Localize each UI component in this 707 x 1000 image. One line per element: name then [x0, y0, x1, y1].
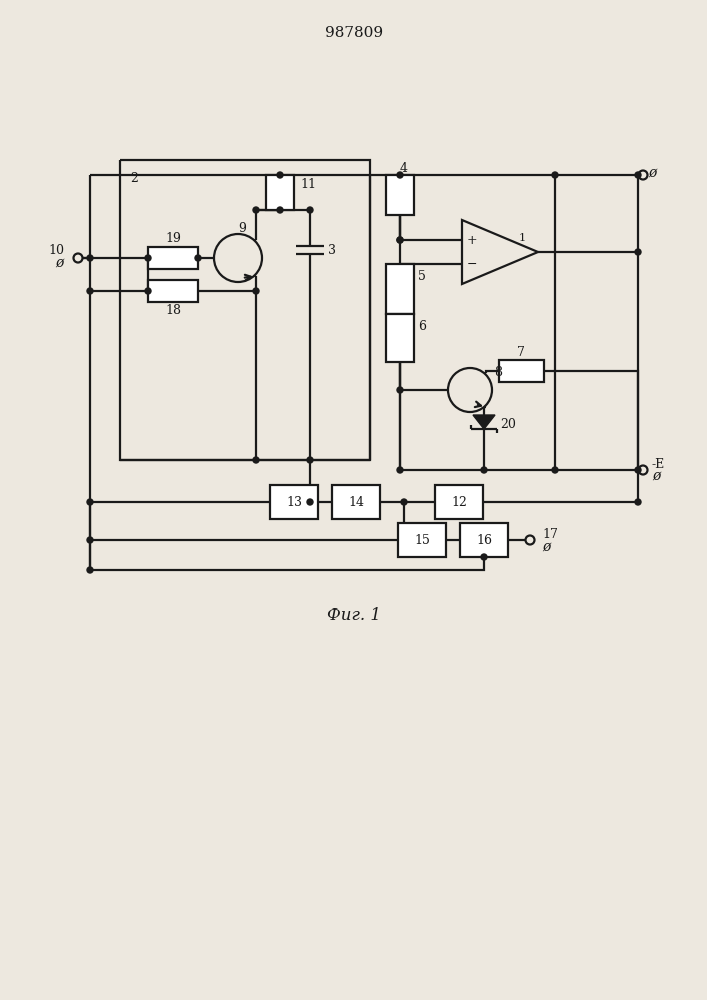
Text: 11: 11 [300, 178, 316, 192]
Bar [386, 175, 414, 215]
Circle shape [87, 499, 93, 505]
Text: ø: ø [542, 540, 550, 554]
Text: 19: 19 [165, 232, 181, 244]
Text: 7: 7 [517, 346, 525, 359]
Bar [148, 280, 198, 302]
Text: 16: 16 [476, 534, 492, 546]
Circle shape [481, 467, 487, 473]
Circle shape [481, 554, 487, 560]
Circle shape [307, 457, 313, 463]
Circle shape [635, 249, 641, 255]
Circle shape [307, 499, 313, 505]
Text: 8: 8 [494, 365, 502, 378]
Bar [499, 360, 544, 382]
Text: 10: 10 [48, 243, 64, 256]
Bar [460, 523, 508, 557]
Circle shape [195, 255, 201, 261]
Text: 13: 13 [286, 495, 302, 508]
Text: -E: -E [652, 458, 665, 471]
Text: 2: 2 [130, 172, 138, 185]
Text: 4: 4 [400, 161, 408, 174]
Text: Фиг. 1: Фиг. 1 [327, 606, 381, 624]
Circle shape [397, 387, 403, 393]
Bar [386, 264, 414, 314]
Circle shape [145, 288, 151, 294]
Circle shape [277, 172, 283, 178]
Text: 12: 12 [451, 495, 467, 508]
Circle shape [277, 207, 283, 213]
Text: 6: 6 [418, 320, 426, 332]
Circle shape [214, 234, 262, 282]
Circle shape [253, 288, 259, 294]
Circle shape [87, 537, 93, 543]
Circle shape [87, 567, 93, 573]
Text: 1: 1 [519, 233, 526, 243]
Circle shape [397, 467, 403, 473]
Circle shape [397, 237, 403, 243]
Bar [332, 485, 380, 519]
Text: −: − [467, 257, 477, 270]
Text: 20: 20 [500, 418, 516, 432]
Circle shape [552, 172, 558, 178]
Circle shape [552, 467, 558, 473]
Circle shape [87, 255, 93, 261]
Circle shape [635, 172, 641, 178]
Circle shape [253, 457, 259, 463]
Text: ø: ø [56, 256, 64, 270]
Bar [266, 175, 294, 210]
Text: 14: 14 [348, 495, 364, 508]
Bar [270, 485, 318, 519]
Circle shape [397, 172, 403, 178]
Circle shape [397, 237, 403, 243]
Circle shape [448, 368, 492, 412]
Text: ø: ø [652, 469, 660, 483]
Text: 9: 9 [238, 223, 246, 235]
Circle shape [145, 255, 151, 261]
Bar [435, 485, 483, 519]
Text: 15: 15 [414, 534, 430, 546]
Text: 987809: 987809 [325, 26, 383, 40]
Text: 17: 17 [542, 528, 558, 542]
Bar [398, 523, 446, 557]
Text: ø: ø [648, 166, 656, 180]
Circle shape [87, 288, 93, 294]
Text: 5: 5 [418, 269, 426, 282]
Circle shape [635, 467, 641, 473]
Circle shape [253, 207, 259, 213]
Bar [148, 247, 198, 269]
Text: +: + [467, 233, 477, 246]
Circle shape [401, 499, 407, 505]
Circle shape [635, 499, 641, 505]
Text: 18: 18 [165, 304, 181, 318]
Polygon shape [473, 415, 495, 429]
Circle shape [307, 207, 313, 213]
Text: 3: 3 [328, 243, 336, 256]
Bar [386, 314, 414, 362]
